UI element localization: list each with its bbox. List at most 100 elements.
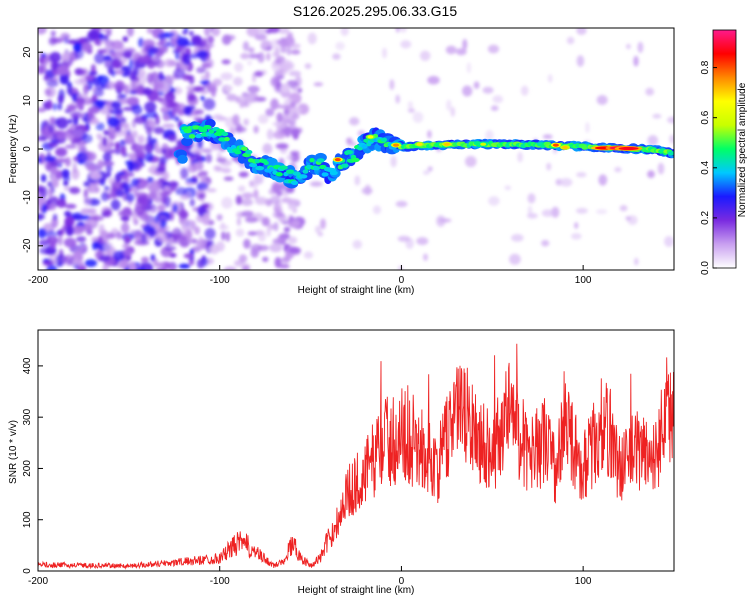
x-tick-label: 100 <box>575 576 592 587</box>
spectrogram-blob <box>288 204 296 210</box>
colorbar-tick-label: 0.8 <box>700 60 711 74</box>
spectrogram-blob <box>89 172 101 180</box>
ridge-core <box>224 137 230 141</box>
spectrogram-blob <box>289 247 301 254</box>
spectrogram-blob <box>144 102 156 113</box>
spectrogram-blob <box>76 99 84 110</box>
spectrogram-blob <box>150 184 160 193</box>
spectrogram-blob <box>221 231 225 240</box>
spectrogram-blob <box>38 228 47 238</box>
spectrogram-blob <box>277 125 282 135</box>
spectrogram-blob <box>251 248 259 257</box>
spectrogram-blob <box>221 197 232 209</box>
spectrogram-blob <box>269 243 282 252</box>
spectrogram-blob <box>43 261 51 266</box>
spectrogram-blob <box>280 40 288 47</box>
spectrogram-blob <box>129 153 136 160</box>
spectrogram-blob <box>224 85 232 92</box>
spectrogram-blob <box>55 158 68 162</box>
spectrogram-blob <box>261 40 272 48</box>
x-tick-label: -100 <box>210 275 230 286</box>
y-tick-label: 200 <box>22 460 33 477</box>
spectrogram-blob <box>257 245 269 251</box>
spectrogram-blob <box>198 182 209 190</box>
spectrogram-blob <box>127 25 134 37</box>
spectrogram-blob <box>88 30 100 40</box>
spectrogram-blob <box>159 156 167 164</box>
spectrogram-blob <box>658 163 665 175</box>
x-tick-label: 100 <box>575 275 592 286</box>
spectrogram-blob <box>50 167 57 175</box>
spectrogram-blob <box>205 71 210 80</box>
spectrogram-blob <box>574 222 578 229</box>
spectrogram-blob <box>207 59 213 68</box>
spectrogram-blob <box>423 254 428 261</box>
spectrogram-blob <box>290 43 301 48</box>
ridge-core <box>245 150 252 154</box>
spectrogram-blob <box>41 53 47 57</box>
spectrogram-blob <box>207 36 214 44</box>
spectrogram-blob <box>172 181 179 187</box>
spectrogram-blob <box>157 204 166 211</box>
colorbar-tick-label: 0.6 <box>700 110 711 124</box>
spectrogram-blob <box>213 79 223 86</box>
spectrogram-blob <box>262 143 272 154</box>
spectrogram-blob <box>320 218 326 229</box>
spectrogram-blob <box>239 254 247 262</box>
spectrogram-blob <box>116 232 122 240</box>
ridge-hotspot <box>480 143 486 146</box>
ridge-hotspot <box>619 147 639 150</box>
spectrogram-blob <box>249 180 254 187</box>
spectrogram-blob <box>474 81 480 89</box>
spectrogram-blob <box>596 209 607 214</box>
spectrogram-blob <box>162 124 175 128</box>
spectrogram-blob <box>647 170 655 178</box>
figure: S126.2025.295.06.33.G15 -200 -100 0 100 -20… <box>0 0 750 600</box>
spectrogram-blob <box>222 59 231 64</box>
spectrogram-blob <box>111 199 121 210</box>
spectrogram-blob <box>247 60 252 65</box>
spectrogram-blob <box>64 238 77 248</box>
ridge-hotspot <box>444 143 450 146</box>
spectrogram-blob <box>408 101 413 109</box>
spectrogram-blob <box>427 76 439 85</box>
spectrogram-blob <box>65 254 74 265</box>
spectrogram-blob <box>155 142 160 153</box>
snr-x-label: Height of straight line (km) <box>298 585 415 596</box>
spectrogram-blob <box>128 172 135 176</box>
spectrogram-blob <box>87 163 100 172</box>
spectrogram-blob <box>114 81 125 92</box>
spectrogram-blob <box>175 187 187 195</box>
spectrogram-blob <box>183 53 191 65</box>
spectrogram-blob <box>626 44 631 49</box>
spectrogram-blob <box>266 53 270 61</box>
spectrogram-blob <box>132 212 137 223</box>
spectrogram-blob <box>541 240 549 247</box>
spectrogram-blob <box>65 204 77 209</box>
spectrogram-blob <box>96 122 105 130</box>
y-tick-label: 20 <box>22 46 33 58</box>
spectrogram-blob <box>176 37 189 47</box>
spectrogram-blob <box>505 186 512 190</box>
spectrogram-blob <box>241 198 253 206</box>
spectrogram-blob <box>567 37 575 45</box>
spectrogram-blob <box>276 112 283 122</box>
spectrogram-blob <box>287 32 293 38</box>
spectrogram-blob <box>203 98 215 110</box>
spectrogram-blob <box>35 24 47 34</box>
snr-panel: -200 -100 0 100 0100200300400 Height of str… <box>8 330 674 596</box>
spectrogram-blob <box>125 237 131 243</box>
spectrogram-blob <box>103 152 112 162</box>
spectrogram-blob <box>102 263 108 272</box>
spectrogram-blob <box>237 196 242 204</box>
spectrogram-blob <box>172 204 178 213</box>
y-tick-label: 0 <box>22 568 33 574</box>
spectrogram-blob <box>240 53 249 59</box>
spectrogram-blob <box>67 104 77 111</box>
spectrogram-blob <box>614 167 621 172</box>
ridge-core <box>345 150 353 154</box>
spectrogram-blob <box>159 72 164 81</box>
spectrogram-blob <box>255 34 267 41</box>
spectrogram-blob <box>275 257 282 268</box>
spectrogram-blob <box>245 217 258 223</box>
